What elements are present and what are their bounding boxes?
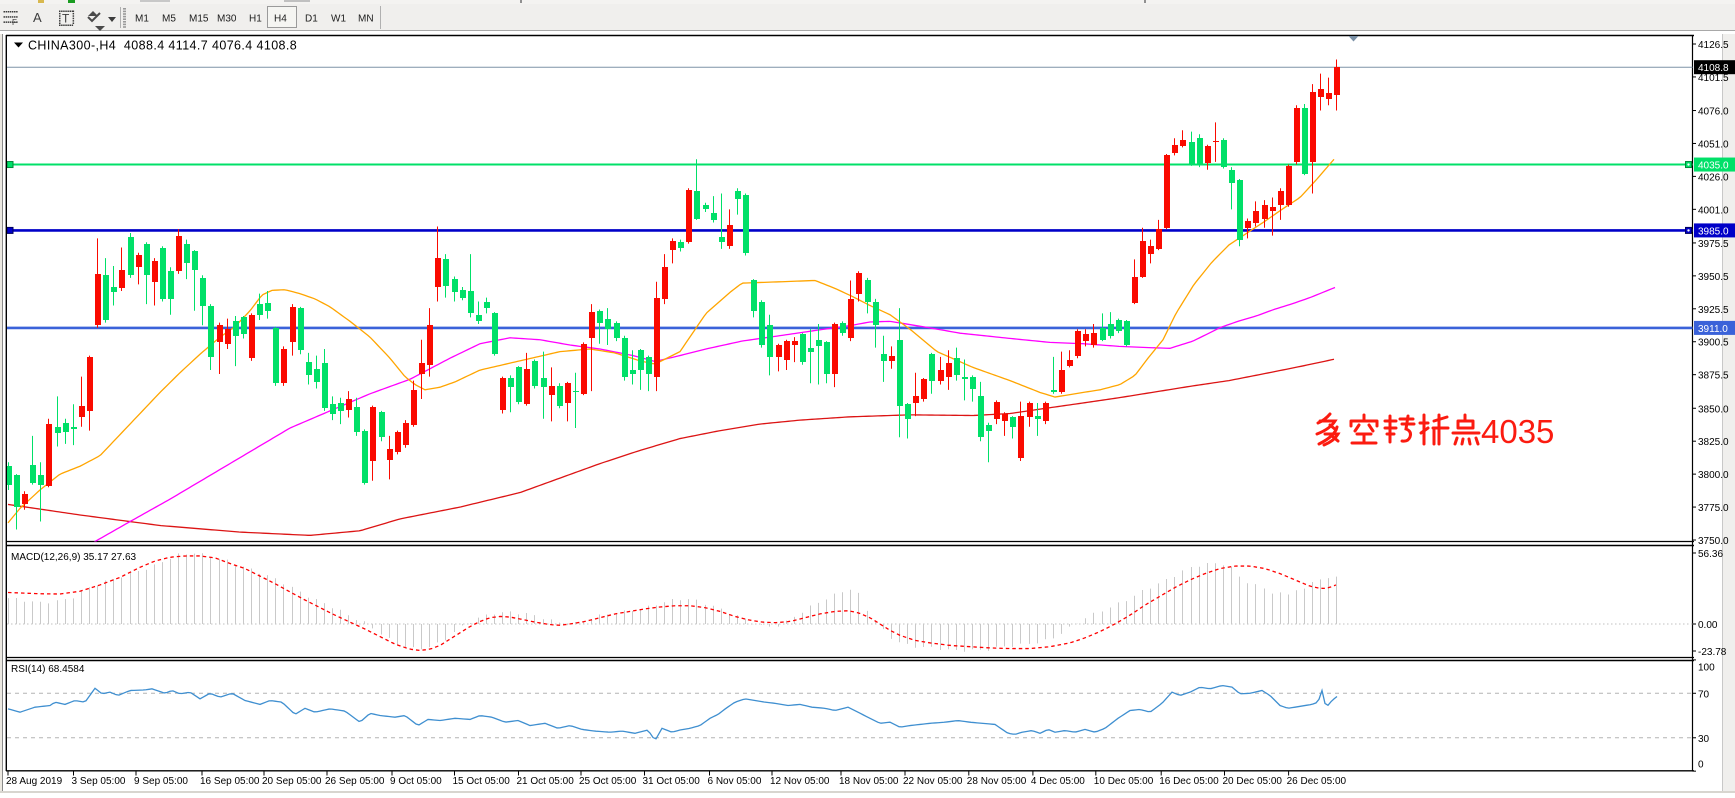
svg-text:4076.0: 4076.0 — [1698, 107, 1729, 118]
svg-text:56.36: 56.36 — [1698, 549, 1723, 560]
svg-text:16 Dec 05:00: 16 Dec 05:00 — [1159, 776, 1219, 787]
svg-text:22 Nov 05:00: 22 Nov 05:00 — [903, 776, 963, 787]
svg-text:3850.0: 3850.0 — [1698, 404, 1729, 415]
svg-text:9 Oct 05:00: 9 Oct 05:00 — [390, 776, 442, 787]
svg-text:6 Nov 05:00: 6 Nov 05:00 — [708, 776, 762, 787]
svg-text:M1: M1 — [135, 14, 149, 25]
svg-text:3975.5: 3975.5 — [1698, 239, 1729, 250]
svg-text:3911.0: 3911.0 — [1698, 324, 1728, 335]
svg-text:3775.0: 3775.0 — [1698, 503, 1729, 514]
svg-text:3800.0: 3800.0 — [1698, 470, 1729, 481]
svg-text:100: 100 — [1698, 663, 1715, 674]
svg-text:4001.0: 4001.0 — [1698, 205, 1729, 216]
svg-text:M15: M15 — [189, 14, 209, 25]
svg-text:M30: M30 — [217, 14, 237, 25]
svg-text:4108.8: 4108.8 — [1698, 63, 1729, 74]
svg-text:T: T — [62, 12, 70, 26]
svg-text:9 Sep 05:00: 9 Sep 05:00 — [134, 776, 188, 787]
svg-text:A: A — [33, 10, 42, 25]
svg-text:3900.5: 3900.5 — [1698, 338, 1729, 349]
svg-text:RSI(14) 68.4584: RSI(14) 68.4584 — [11, 664, 85, 675]
svg-text:MN: MN — [358, 14, 374, 25]
svg-text:0.00: 0.00 — [1698, 620, 1718, 631]
svg-text:4035.0: 4035.0 — [1698, 161, 1729, 172]
svg-text:CHINA300-,H4 4088.4 4114.7 40: CHINA300-,H4 4088.4 4114.7 4076.4 4108.8 — [28, 39, 297, 53]
svg-text:20 Dec 05:00: 20 Dec 05:00 — [1223, 776, 1283, 787]
svg-text:F: F — [12, 18, 17, 27]
svg-text:MACD(12,26,9) 35.17 27.63: MACD(12,26,9) 35.17 27.63 — [11, 552, 137, 563]
svg-text:D1: D1 — [305, 14, 318, 25]
svg-text:26 Dec 05:00: 26 Dec 05:00 — [1287, 776, 1347, 787]
svg-text:4126.5: 4126.5 — [1698, 40, 1729, 51]
svg-text:3825.0: 3825.0 — [1698, 437, 1729, 448]
svg-text:3 Sep 05:00: 3 Sep 05:00 — [72, 776, 126, 787]
svg-text:28 Aug 2019: 28 Aug 2019 — [6, 776, 63, 787]
svg-text:4 Dec 05:00: 4 Dec 05:00 — [1031, 776, 1085, 787]
svg-text:31 Oct 05:00: 31 Oct 05:00 — [643, 776, 701, 787]
svg-text:4026.0: 4026.0 — [1698, 172, 1729, 183]
svg-text:0: 0 — [1698, 760, 1704, 771]
svg-text:15 Oct 05:00: 15 Oct 05:00 — [453, 776, 511, 787]
svg-text:M5: M5 — [162, 14, 176, 25]
svg-text:4051.0: 4051.0 — [1698, 139, 1729, 150]
svg-text:16 Sep 05:00: 16 Sep 05:00 — [200, 776, 260, 787]
svg-text:28 Nov 05:00: 28 Nov 05:00 — [967, 776, 1027, 787]
svg-text:3750.0: 3750.0 — [1698, 536, 1729, 547]
svg-text:H1: H1 — [249, 14, 262, 25]
svg-text:26 Sep 05:00: 26 Sep 05:00 — [325, 776, 385, 787]
svg-text:3925.5: 3925.5 — [1698, 305, 1729, 316]
svg-text:21 Oct 05:00: 21 Oct 05:00 — [517, 776, 575, 787]
svg-text:W1: W1 — [331, 14, 346, 25]
svg-text:10 Dec 05:00: 10 Dec 05:00 — [1094, 776, 1154, 787]
svg-text:3985.0: 3985.0 — [1698, 226, 1729, 237]
svg-text:25 Oct 05:00: 25 Oct 05:00 — [579, 776, 637, 787]
svg-text:4035: 4035 — [1481, 413, 1554, 450]
svg-text:3875.5: 3875.5 — [1698, 371, 1729, 382]
svg-text:3950.5: 3950.5 — [1698, 272, 1729, 283]
svg-text:70: 70 — [1698, 689, 1710, 700]
svg-text:18 Nov 05:00: 18 Nov 05:00 — [839, 776, 899, 787]
svg-text:30: 30 — [1698, 734, 1710, 745]
svg-text:4101.5: 4101.5 — [1698, 73, 1729, 84]
svg-text:12 Nov 05:00: 12 Nov 05:00 — [770, 776, 830, 787]
svg-text:-23.78: -23.78 — [1698, 647, 1727, 658]
svg-text:H4: H4 — [274, 14, 287, 25]
svg-text:20 Sep 05:00: 20 Sep 05:00 — [262, 776, 322, 787]
